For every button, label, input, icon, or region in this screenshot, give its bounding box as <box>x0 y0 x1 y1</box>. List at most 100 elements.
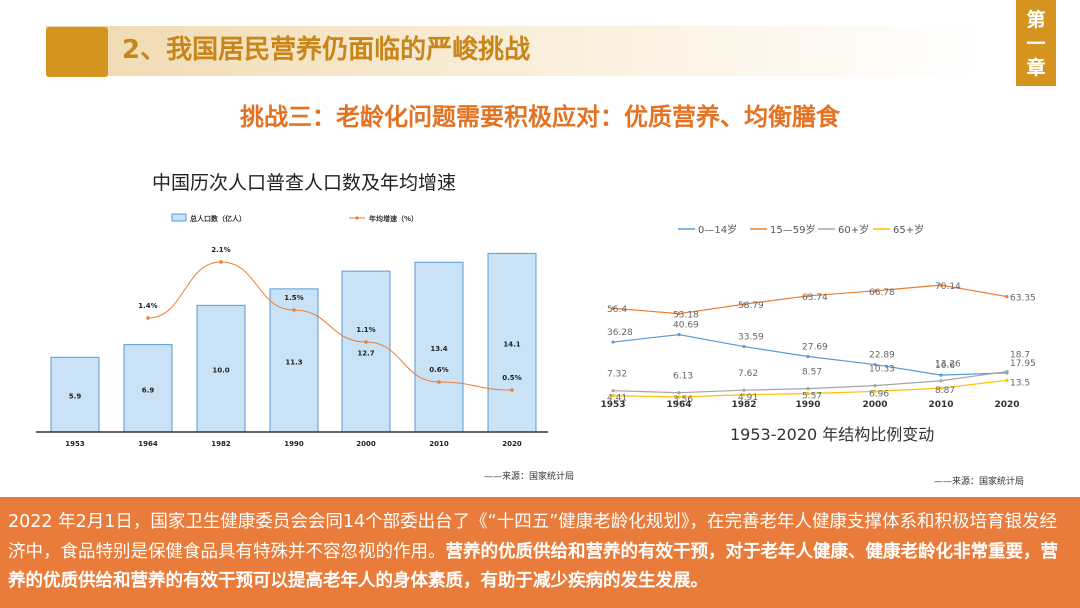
data-label: 6.13 <box>673 372 693 382</box>
title-bar <box>46 26 986 76</box>
series-point <box>873 389 877 393</box>
x-tick-label: 2010 <box>928 400 953 410</box>
data-label: 36.28 <box>607 328 633 338</box>
data-label: 4.91 <box>738 393 758 403</box>
series-point <box>742 344 746 349</box>
population-bar <box>414 261 464 433</box>
data-label: 70.14 <box>935 282 961 292</box>
series-point <box>742 393 746 397</box>
series-point <box>611 340 615 344</box>
growth-rate-point <box>364 340 368 344</box>
series-point <box>677 395 681 399</box>
x-tick-label: 1964 <box>666 400 691 410</box>
data-label: 17.95 <box>1010 359 1036 369</box>
series-point <box>873 362 877 367</box>
growth-rate-point <box>146 316 150 320</box>
section-title: 2、我国居民营养仍面临的严峻挑战 <box>122 35 531 65</box>
data-label: 40.69 <box>673 321 699 331</box>
population-bar-label: 11.3 <box>285 358 302 366</box>
legend-label: 15—59岁 <box>770 223 815 236</box>
series-point <box>939 386 943 390</box>
data-label: 3.56 <box>673 395 693 405</box>
chapter-tab: 第一章 <box>1016 0 1056 86</box>
legend-label: 65+岁 <box>893 223 924 236</box>
data-label: 18.7 <box>1010 351 1030 361</box>
data-label: 63.74 <box>802 293 828 303</box>
legend-line-label: 年均增速（%） <box>369 214 418 223</box>
data-label: 56.4 <box>607 305 627 315</box>
x-tick-label: 1953 <box>600 400 625 410</box>
population-bar-label: 14.1 <box>503 341 520 349</box>
data-label: 7.32 <box>607 370 627 380</box>
series-point <box>611 393 615 398</box>
bottom-text-normal: 2022 年2月1日，国家卫生健康委员会会同14个部委出台了《“十四五”健康老龄… <box>8 512 1058 562</box>
x-tick-label: 1990 <box>284 440 304 448</box>
population-bar-label: 10.0 <box>212 367 229 375</box>
population-bar-label: 13.4 <box>430 345 447 353</box>
series-point <box>1005 378 1009 382</box>
data-label: 6.96 <box>869 389 889 399</box>
page-subtitle: 挑战三：老龄化问题需要积极应对：优质营养、均衡膳食 <box>240 103 840 131</box>
x-tick-label: 2000 <box>862 400 887 410</box>
data-label: 13.5 <box>1010 378 1030 388</box>
data-label: 7.62 <box>738 369 758 379</box>
series-point <box>611 306 615 310</box>
chapter-tab-label: 第一章 <box>1026 9 1046 79</box>
chart1-source: ——来源：国家统计局 <box>484 472 575 482</box>
series-point <box>677 391 681 395</box>
growth-rate-label: 1.5% <box>284 294 303 302</box>
series-point <box>742 388 746 392</box>
series-point <box>873 289 877 293</box>
growth-rate-point <box>510 388 514 392</box>
data-label: 16.6 <box>935 361 955 371</box>
growth-rate-label: 1.1% <box>356 326 375 334</box>
population-bar <box>487 252 537 433</box>
series-point <box>806 387 810 391</box>
data-label: 10.33 <box>869 365 895 375</box>
x-tick-label: 1964 <box>138 440 158 448</box>
chart1-title: 中国历次人口普查人口数及年均增速 <box>152 172 457 194</box>
x-tick-label: 1982 <box>731 400 756 410</box>
data-label: 8.57 <box>802 368 822 378</box>
data-label: 8.87 <box>935 386 955 396</box>
legend-label: 0—14岁 <box>698 223 737 236</box>
growth-rate-point <box>219 260 223 264</box>
data-label: 53.18 <box>673 311 699 321</box>
series-point <box>742 302 746 306</box>
x-tick-label: 1953 <box>65 440 85 448</box>
x-tick-label: 2020 <box>502 440 522 448</box>
bottom-text-bold: 营养的优质供给和营养的有效干预，对于老年人健康、健康老龄化非常重要，营养的优质供… <box>8 541 1058 592</box>
population-bar-label: 6.9 <box>142 386 155 394</box>
x-tick-label: 2010 <box>429 440 449 448</box>
x-tick-label: 1990 <box>795 400 820 410</box>
chart2-source: ——来源：国家统计局 <box>934 477 1025 487</box>
x-tick-label: 1982 <box>211 440 231 448</box>
data-label: 58.79 <box>738 301 764 311</box>
data-label: 5.57 <box>802 392 822 402</box>
series-point <box>1005 369 1009 374</box>
growth-rate-label: 1.4% <box>138 302 157 310</box>
series-point <box>1005 294 1009 299</box>
growth-rate-label: 0.6% <box>429 366 448 374</box>
population-bar <box>341 270 391 433</box>
legend-bar-swatch <box>171 213 187 222</box>
series-point <box>939 283 943 287</box>
bottom-paragraph: 2022 年2月1日，国家卫生健康委员会会同14个部委出台了《“十四五”健康老龄… <box>8 508 1074 597</box>
x-tick-label: 2020 <box>994 400 1019 410</box>
growth-rate-point <box>437 380 441 384</box>
series-point <box>677 333 681 337</box>
legend-label: 60+岁 <box>838 223 869 236</box>
data-label: 13.26 <box>935 360 961 370</box>
series-point <box>939 379 943 383</box>
series-point <box>806 354 810 359</box>
data-label: 63.35 <box>1010 294 1036 304</box>
population-bar <box>50 356 100 433</box>
data-label: 27.69 <box>802 342 828 352</box>
legend-line-marker <box>355 216 359 220</box>
series-point <box>806 392 810 396</box>
growth-rate-point <box>292 308 296 312</box>
series-point <box>939 373 943 377</box>
population-bar-label: 12.7 <box>357 350 374 358</box>
